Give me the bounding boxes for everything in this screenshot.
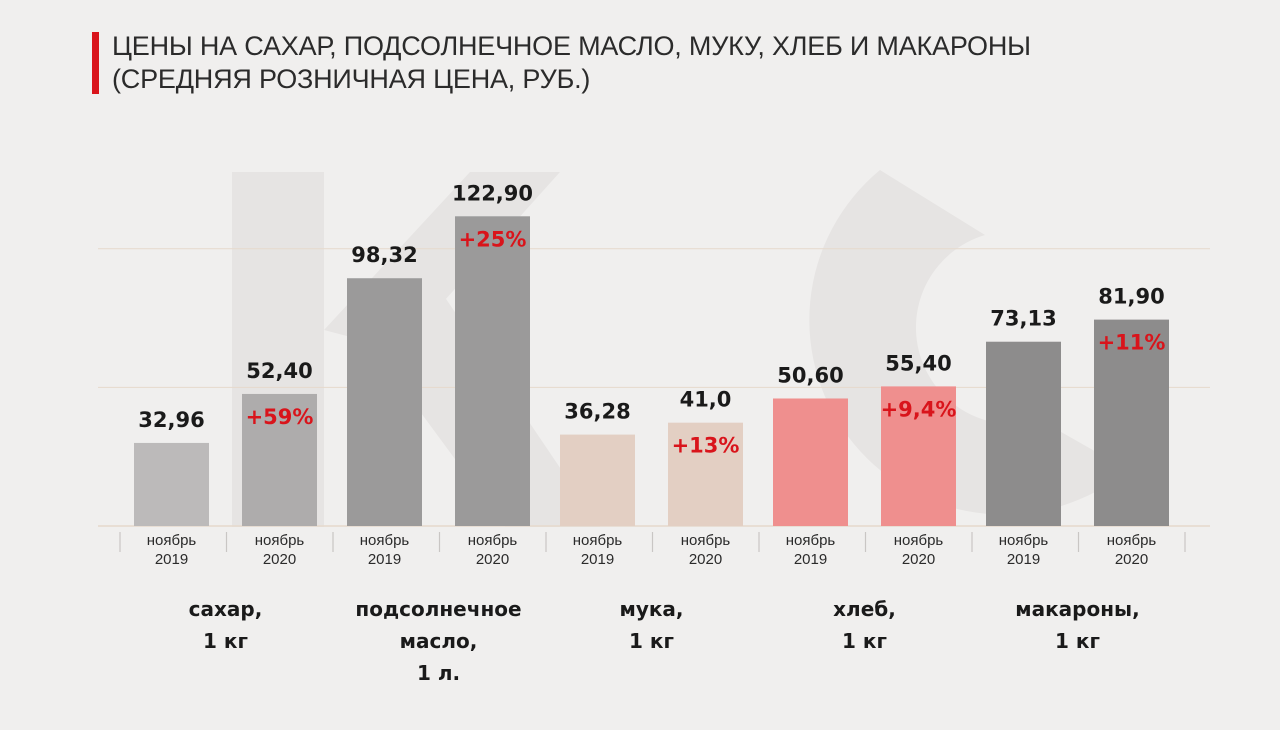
bar-bread-2019 <box>773 398 848 526</box>
value-label: 41,0 <box>680 388 732 412</box>
category-label: 1 кг <box>842 629 887 653</box>
tick-label-year: 2019 <box>155 551 188 568</box>
change-label: +25% <box>459 227 527 251</box>
bars <box>134 216 1169 527</box>
tick-label-month: ноябрь <box>999 532 1049 549</box>
change-label: +13% <box>672 434 740 458</box>
tick-label-month: ноябрь <box>1107 532 1157 549</box>
category-label: подсолнечное <box>355 597 521 621</box>
tick-label-year: 2019 <box>794 551 827 568</box>
value-label: 52,40 <box>246 359 312 383</box>
tick-label-month: ноябрь <box>468 532 518 549</box>
bar-sugar-2019 <box>134 442 209 526</box>
title-accent-bar <box>92 32 99 94</box>
value-label: 50,60 <box>777 363 843 387</box>
change-label: +59% <box>246 405 314 429</box>
tick-label-month: ноябрь <box>786 532 836 549</box>
bar-pasta-2020 <box>1094 319 1169 526</box>
tick-label-year: 2020 <box>263 551 296 568</box>
tick-label-year: 2019 <box>368 551 401 568</box>
bar-bread-2020 <box>881 386 956 526</box>
category-label: мука, <box>619 597 683 621</box>
bar-oil-2019 <box>347 278 422 526</box>
category-label: 1 л. <box>417 661 460 685</box>
bar-pasta-2019 <box>986 341 1061 526</box>
value-label: 122,90 <box>452 181 533 205</box>
change-label: +9,4% <box>881 397 957 421</box>
change-label: +11% <box>1098 331 1166 355</box>
x-axis <box>119 532 1186 552</box>
tick-label-year: 2020 <box>902 551 935 568</box>
category-label: хлеб, <box>833 597 896 621</box>
labels: 32,96 ноябрь 2019 52,40 +59% ноябрь 2020 сахар,… <box>138 181 1165 685</box>
bar-oil-2020 <box>455 216 530 527</box>
tick-label-year: 2019 <box>1007 551 1040 568</box>
category-label: сахар, <box>189 597 263 621</box>
value-label: 81,90 <box>1098 285 1164 309</box>
tick-label-month: ноябрь <box>360 532 410 549</box>
tick-label-year: 2020 <box>689 551 722 568</box>
chart-title: ЦЕНЫ НА САХАР, ПОДСОЛНЕЧНОЕ МАСЛО, МУКУ,… <box>112 30 1212 96</box>
category-label: 1 кг <box>203 629 248 653</box>
bar-sugar-2020 <box>242 393 317 526</box>
category-label: масло, <box>400 629 478 653</box>
tick-label-year: 2020 <box>1115 551 1148 568</box>
tick-label-month: ноябрь <box>147 532 197 549</box>
value-label: 32,96 <box>138 408 204 432</box>
bar-flour-2020 <box>668 422 743 526</box>
tick-label-month: ноябрь <box>894 532 944 549</box>
value-label: 73,13 <box>990 307 1056 331</box>
category-label: 1 кг <box>629 629 674 653</box>
title-line-1: ЦЕНЫ НА САХАР, ПОДСОЛНЕЧНОЕ МАСЛО, МУКУ,… <box>112 31 1031 61</box>
value-label: 98,32 <box>351 243 417 267</box>
bar-flour-2019 <box>560 434 635 526</box>
tick-label-month: ноябрь <box>573 532 623 549</box>
tick-label-month: ноябрь <box>681 532 731 549</box>
value-label: 36,28 <box>564 400 630 424</box>
tick-label-year: 2019 <box>581 551 614 568</box>
tick-label-month: ноябрь <box>255 532 305 549</box>
category-label: макароны, <box>1015 597 1139 621</box>
title-line-2: (СРЕДНЯЯ РОЗНИЧНАЯ ЦЕНА, РУБ.) <box>112 64 591 94</box>
tick-label-year: 2020 <box>476 551 509 568</box>
value-label: 55,40 <box>885 351 951 375</box>
category-label: 1 кг <box>1055 629 1100 653</box>
